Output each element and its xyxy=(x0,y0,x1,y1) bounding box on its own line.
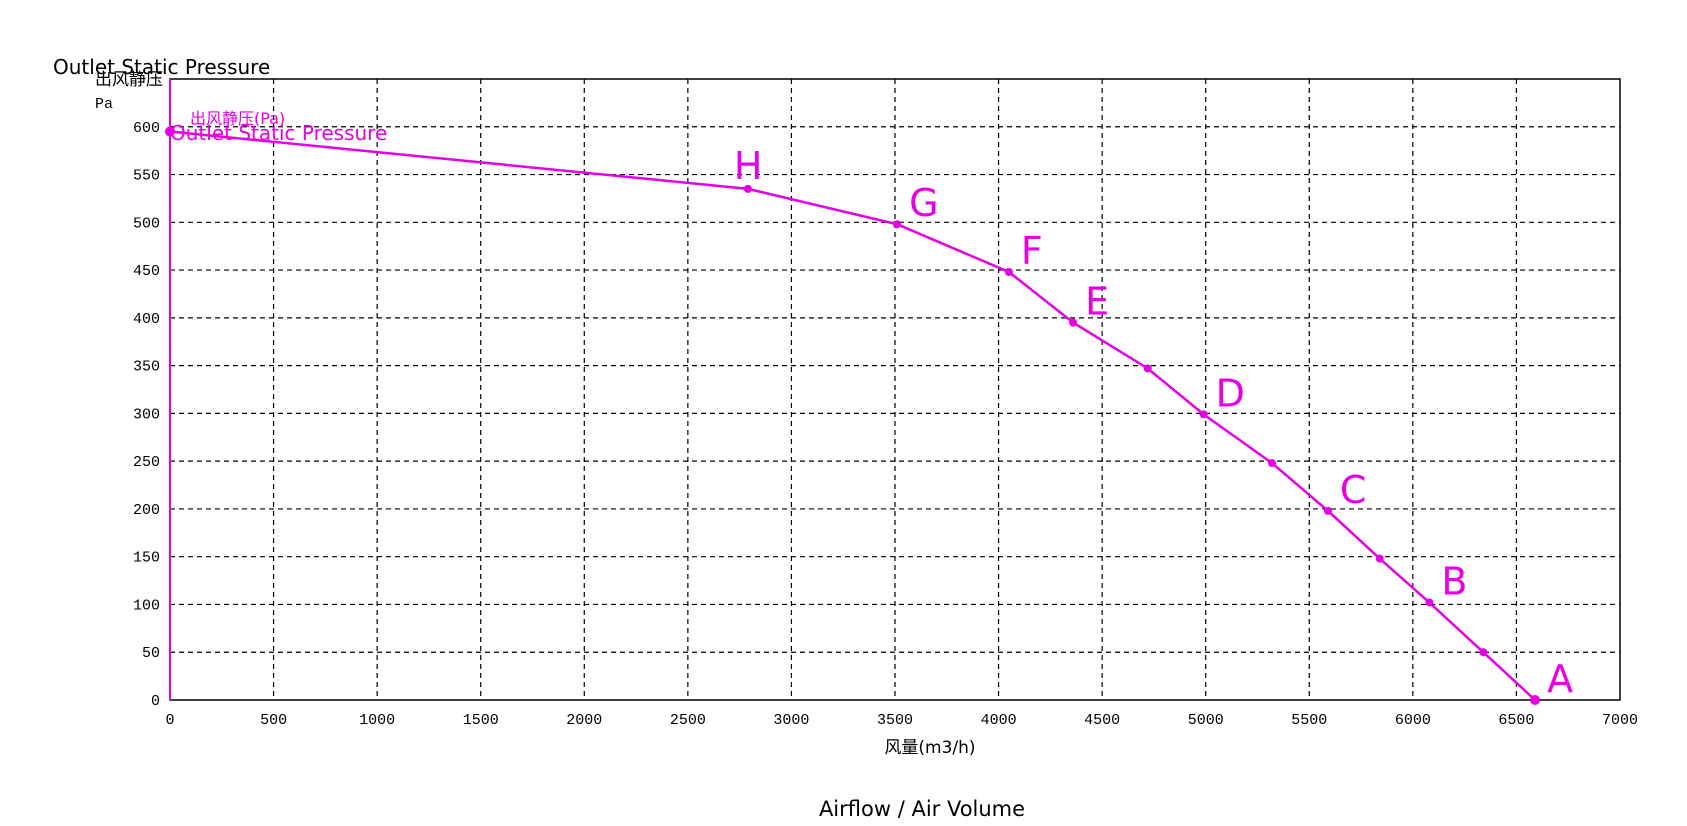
y-tick-labels: 0 50 100 150 200 250 300 350 400 450 500 550 600 xyxy=(133,120,160,710)
point-label-f: F xyxy=(1021,229,1043,273)
x-tick-label: 3000 xyxy=(773,712,809,729)
chart-title-en: Outlet Static Pressure xyxy=(53,55,270,79)
point-label-h: H xyxy=(734,144,763,188)
y-tick-label: 550 xyxy=(133,168,160,185)
x-tick-label: 7000 xyxy=(1602,712,1638,729)
data-point xyxy=(1143,364,1152,373)
x-tick-label: 4500 xyxy=(1084,712,1120,729)
y-tick-label: 300 xyxy=(133,406,160,423)
x-axis-label-en: Airflow / Air Volume xyxy=(819,797,1025,821)
point-annotations: H G FE D C B A xyxy=(734,144,1573,701)
grid xyxy=(170,79,1620,700)
y-tick-label: 50 xyxy=(142,645,160,662)
point-label-e: E xyxy=(1085,280,1109,324)
legend-label-en: Outlet Static Pressure xyxy=(170,121,387,145)
x-tick-label: 1000 xyxy=(359,712,395,729)
series-outlet-static-pressure xyxy=(165,126,1541,705)
x-tick-label: 5000 xyxy=(1188,712,1224,729)
data-point xyxy=(893,220,902,229)
y-tick-label: 200 xyxy=(133,502,160,519)
y-tick-label: 250 xyxy=(133,454,160,471)
data-point xyxy=(1479,648,1488,657)
point-label-d: D xyxy=(1216,371,1245,415)
data-point xyxy=(1069,318,1078,327)
x-tick-label: 2500 xyxy=(670,712,706,729)
data-point xyxy=(1004,267,1013,276)
x-axis-label: 风量(m3/h) xyxy=(884,738,975,758)
y-tick-label: 500 xyxy=(133,215,160,232)
x-tick-label: 4000 xyxy=(981,712,1017,729)
y-tick-label: 100 xyxy=(133,597,160,614)
chart-title-cn: 出风静压 xyxy=(95,70,163,90)
data-point xyxy=(1323,506,1332,515)
point-label-g: G xyxy=(909,181,938,225)
y-tick-label: 400 xyxy=(133,311,160,328)
y-tick-label: 0 xyxy=(151,693,160,710)
data-point xyxy=(743,184,752,193)
x-tick-label: 0 xyxy=(165,712,174,729)
x-tick-label: 3500 xyxy=(877,712,913,729)
point-label-a: A xyxy=(1547,657,1573,701)
legend-label-cn: 出风静压(Pa) xyxy=(190,109,285,128)
point-label-c: C xyxy=(1340,468,1367,512)
point-label-b: B xyxy=(1441,560,1467,604)
x-tick-label: 5500 xyxy=(1291,712,1327,729)
data-point xyxy=(1425,598,1434,607)
data-point xyxy=(1268,459,1276,468)
y-tick-label: 450 xyxy=(133,263,160,280)
data-point xyxy=(1199,410,1208,419)
x-tick-label: 6000 xyxy=(1395,712,1431,729)
data-point xyxy=(165,126,175,137)
data-point xyxy=(1530,695,1541,705)
x-tick-label: 1500 xyxy=(463,712,499,729)
data-point xyxy=(1375,554,1384,563)
y-tick-label: 350 xyxy=(133,359,160,376)
y-tick-label: 150 xyxy=(133,550,160,567)
x-tick-label: 2000 xyxy=(566,712,602,729)
x-tick-label: 500 xyxy=(260,712,287,729)
y-tick-label: 600 xyxy=(133,120,160,137)
series-line xyxy=(169,130,1536,701)
x-tick-label: 6500 xyxy=(1498,712,1534,729)
y-unit-label: Pa xyxy=(95,96,113,113)
x-tick-labels: 0 500 1000 1500 2000 2500 3000 3500 4000 4500 5000… xyxy=(165,712,1638,729)
